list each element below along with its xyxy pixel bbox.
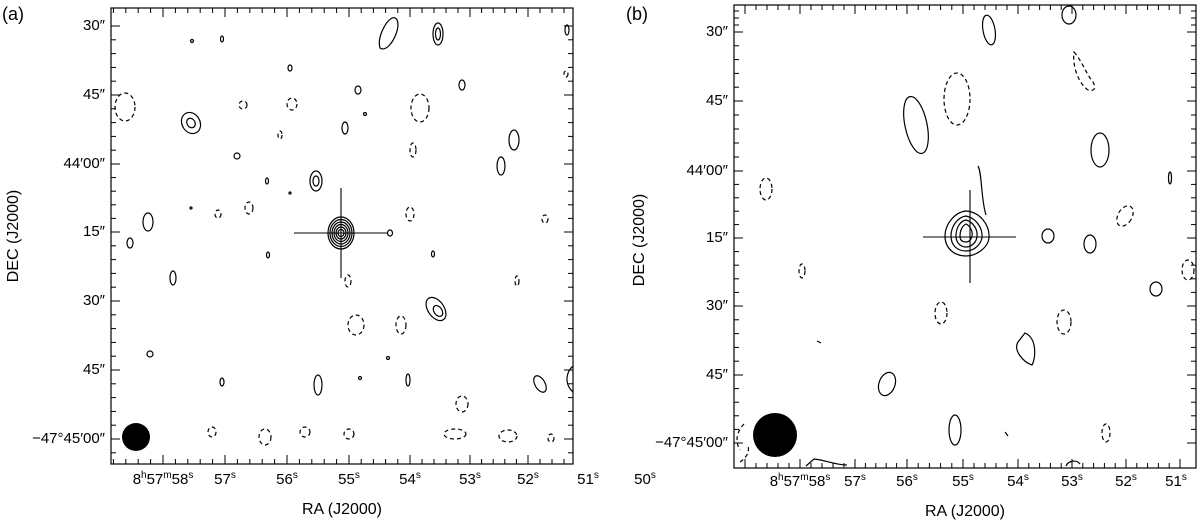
ra-axis-labels-a: 8h57m58s 57s 56s 55s 54s 53s 52s 51s 50s xyxy=(133,470,656,488)
dec-tick-label: 45″ xyxy=(83,86,106,103)
dec-tick-label: 44′00″ xyxy=(687,162,729,179)
ra-tick-label: 54s xyxy=(1007,472,1029,490)
dec-axis-labels-b: 30″ 45″ 44′00″ 15″ 30″ 45″ −47°45′00″ xyxy=(655,23,729,451)
contour-map-a xyxy=(114,17,574,446)
panel-b: (b) 30″ 45″ 44′00″ 15″ 30″ 45″ −47°45′00… xyxy=(626,4,1197,520)
beam-ellipse-b xyxy=(753,413,797,457)
dec-tick-label: 15″ xyxy=(83,223,106,240)
dec-tick-label: 30″ xyxy=(83,292,106,309)
ra-tick-label: 8h57m58s xyxy=(770,472,831,490)
dec-tick-label: 15″ xyxy=(706,229,729,246)
dec-tick-label: 45″ xyxy=(706,366,729,383)
axis-ticks-a xyxy=(111,8,573,464)
contour-map-b xyxy=(736,5,1195,467)
ra-tick-label: 52s xyxy=(1115,472,1137,490)
dec-tick-label: −47°45′00″ xyxy=(32,430,106,447)
panel-label-b: (b) xyxy=(626,4,648,24)
dec-tick-label: 44′00″ xyxy=(64,155,106,172)
x-axis-title-b: RA (J2000) xyxy=(925,503,1005,520)
ra-tick-label: 56s xyxy=(896,472,918,490)
ra-tick-label: 55s xyxy=(952,472,974,490)
axis-ticks-b xyxy=(734,5,1196,468)
ra-tick-label: 8h57m58s xyxy=(133,470,194,488)
ra-tick-label: 51s xyxy=(1165,472,1187,490)
ra-tick-label: 57s xyxy=(214,470,236,488)
ra-tick-label: 54s xyxy=(399,470,421,488)
ra-tick-label: 53s xyxy=(459,470,481,488)
dec-axis-labels-a: 30″ 45″ 44′00″ 15″ 30″ 45″ −47°45′00″ xyxy=(32,17,106,447)
dec-tick-label: 30″ xyxy=(83,17,106,34)
ra-tick-label: 53s xyxy=(1061,472,1083,490)
y-axis-title-b: DEC (J2000) xyxy=(631,194,648,286)
ra-tick-label: 57s xyxy=(844,472,866,490)
ra-axis-labels-b: 8h57m58s 57s 56s 55s 54s 53s 52s 51s xyxy=(770,472,1187,490)
dec-tick-label: −47°45′00″ xyxy=(655,434,729,451)
plot-frame-a xyxy=(110,7,574,465)
x-axis-title-a: RA (J2000) xyxy=(302,501,382,518)
dec-tick-label: 30″ xyxy=(706,23,729,40)
panel-a: (a) 30″ 45″ 44′00″ 15″ 30″ 45″ −47°45′00… xyxy=(2,4,656,518)
beam-ellipse-a xyxy=(122,423,150,451)
ra-tick-label: 56s xyxy=(276,470,298,488)
y-axis-title-a: DEC (J2000) xyxy=(5,190,22,282)
ra-tick-label: 51s xyxy=(577,470,599,488)
ra-tick-label: 55s xyxy=(338,470,360,488)
dec-tick-label: 30″ xyxy=(706,297,729,314)
plot-frame-b xyxy=(733,4,1197,469)
dec-tick-label: 45″ xyxy=(83,361,106,378)
panel-label-a: (a) xyxy=(2,4,24,24)
ra-tick-label: 52s xyxy=(517,470,539,488)
ra-tick-label: 50s xyxy=(634,470,656,488)
dec-tick-label: 45″ xyxy=(706,92,729,109)
